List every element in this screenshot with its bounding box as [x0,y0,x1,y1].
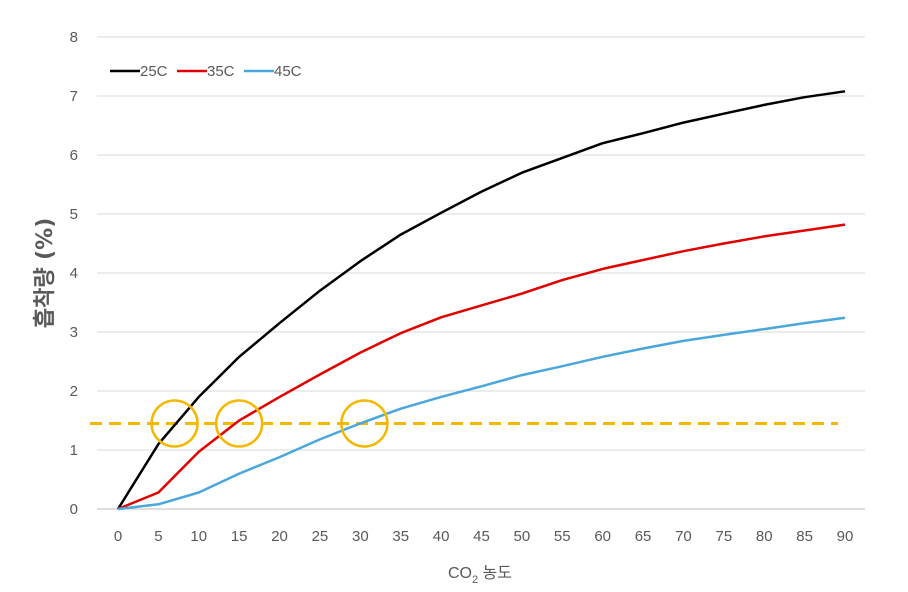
x-tick-label-60: 60 [594,528,611,545]
legend: 25C 35C 45C [110,63,302,80]
x-tick-label-40: 40 [433,528,450,545]
legend-label-25C: 25C [140,63,168,80]
y-tick-label-6: 6 [70,147,78,164]
x-tick-label-35: 35 [392,528,409,545]
y-tick-label-3: 3 [70,324,78,341]
x-tick-label-75: 75 [715,528,732,545]
x-axis-ticks: 0 5 10 15 20 25 30 35 40 45 50 55 60 65 70 75 80 85 90 [114,528,854,545]
x-tick-label-25: 25 [312,528,329,545]
y-tick-label-1: 1 [70,442,78,459]
x-tick-label-20: 20 [271,528,288,545]
x-axis-label-subscript: 2 [472,574,478,586]
y-tick-label-2: 2 [70,383,78,400]
y-tick-label-7: 7 [70,88,78,105]
highlight-circle-3 [340,399,389,448]
x-axis-label: CO2 농도 [448,564,512,586]
x-tick-label-50: 50 [514,528,531,545]
highlight-circles [150,399,389,448]
y-tick-label-5: 5 [70,206,78,223]
x-tick-label-15: 15 [231,528,248,545]
highlight-circle-2 [214,399,264,448]
x-tick-label-5: 5 [154,528,162,545]
x-tick-label-70: 70 [675,528,692,545]
y-tick-label-0: 0 [70,501,78,518]
x-tick-label-10: 10 [190,528,207,545]
x-axis-label-rest: 농도 [478,564,512,582]
x-tick-label-45: 45 [473,528,490,545]
x-tick-label-0: 0 [114,528,122,545]
series-line-35C [117,223,846,511]
y-tick-label-8: 8 [70,29,78,46]
legend-label-45C: 45C [274,63,302,80]
gridlines [97,36,865,510]
x-tick-label-90: 90 [837,528,854,545]
series-lines [116,90,846,511]
highlight-circle-1 [150,399,199,448]
legend-label-35C: 35C [207,63,235,80]
series-line-45C [117,316,846,511]
x-tick-label-30: 30 [352,528,369,545]
x-tick-label-80: 80 [756,528,773,545]
series-line-25C [116,90,846,510]
x-tick-label-85: 85 [796,528,813,545]
x-axis-label-main: CO [448,565,472,582]
y-tick-label-4: 4 [70,265,78,282]
y-axis-ticks: 0 1 2 3 4 5 6 7 8 [70,29,78,518]
x-tick-label-55: 55 [554,528,571,545]
y-axis-label: 흡착량 (%) [33,218,58,329]
x-tick-label-65: 65 [635,528,652,545]
